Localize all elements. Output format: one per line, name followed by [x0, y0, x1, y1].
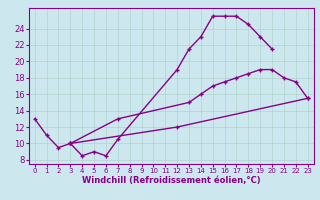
X-axis label: Windchill (Refroidissement éolien,°C): Windchill (Refroidissement éolien,°C) [82, 176, 260, 185]
